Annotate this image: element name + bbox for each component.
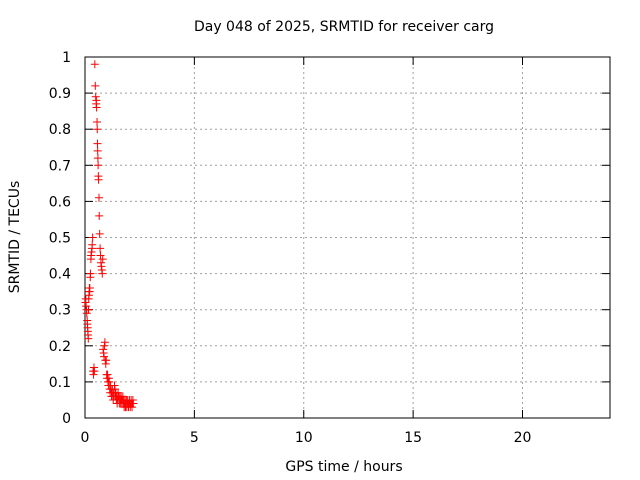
- x-tick-label: 15: [404, 430, 422, 446]
- x-tick-label: 10: [295, 430, 313, 446]
- data-point: [102, 356, 111, 365]
- x-tick-label: 5: [190, 430, 199, 446]
- y-tick-label: 0.5: [49, 231, 71, 247]
- data-point: [103, 370, 112, 379]
- y-tick-label: 1: [62, 50, 71, 66]
- plot-frame: [84, 56, 611, 419]
- y-tick-label: 0: [62, 411, 71, 427]
- data-point: [89, 370, 98, 379]
- data-point: [105, 377, 114, 386]
- grid-lines: [85, 57, 610, 418]
- x-axis-ticks: 0 5 10 15 20: [81, 57, 532, 446]
- data-point: [95, 211, 104, 220]
- x-tick-label: 20: [514, 430, 532, 446]
- y-axis-label: SRMTID / TECUs: [7, 181, 23, 294]
- data-point: [84, 334, 93, 343]
- data-point: [91, 81, 100, 90]
- data-point: [95, 193, 103, 202]
- x-axis-label: GPS time / hours: [285, 459, 402, 475]
- data-point: [82, 309, 91, 318]
- data-point: [91, 92, 100, 101]
- data-point: [98, 269, 107, 278]
- data-point: [92, 96, 101, 105]
- data-point: [86, 269, 95, 278]
- y-axis-ticks: 0 0.1 0.2 0.3 0.4 0.5 0.6 0.7 0.8 0.9 1: [49, 50, 610, 427]
- data-point: [93, 146, 102, 155]
- data-point: [93, 117, 102, 126]
- y-tick-label: 0.2: [49, 339, 71, 355]
- data-point: [100, 338, 109, 347]
- data-point: [88, 240, 97, 249]
- data-point: [90, 60, 99, 69]
- x-tick-label: 0: [81, 430, 90, 446]
- y-tick-label: 0.7: [49, 158, 71, 174]
- data-points: [81, 60, 138, 412]
- y-tick-label: 0.8: [49, 122, 71, 138]
- chart-title: Day 048 of 2025, SRMTID for receiver car…: [194, 19, 494, 35]
- data-point: [92, 103, 101, 112]
- data-point: [85, 284, 94, 293]
- data-point: [90, 367, 99, 376]
- data-point: [96, 244, 105, 253]
- data-point: [98, 255, 107, 264]
- data-point: [93, 154, 102, 163]
- data-point: [96, 251, 105, 260]
- data-point: [95, 229, 104, 238]
- y-tick-label: 0.1: [49, 375, 71, 391]
- y-tick-label: 0.9: [49, 86, 71, 102]
- data-point: [94, 161, 103, 170]
- data-point: [93, 139, 102, 148]
- y-tick-label: 0.3: [49, 303, 71, 319]
- data-point: [100, 352, 109, 361]
- data-point: [129, 399, 138, 408]
- y-tick-label: 0.6: [49, 194, 71, 210]
- data-point: [84, 305, 93, 314]
- data-point: [88, 233, 97, 242]
- data-point: [94, 175, 103, 184]
- y-tick-label: 0.4: [49, 267, 71, 283]
- data-point: [93, 125, 102, 134]
